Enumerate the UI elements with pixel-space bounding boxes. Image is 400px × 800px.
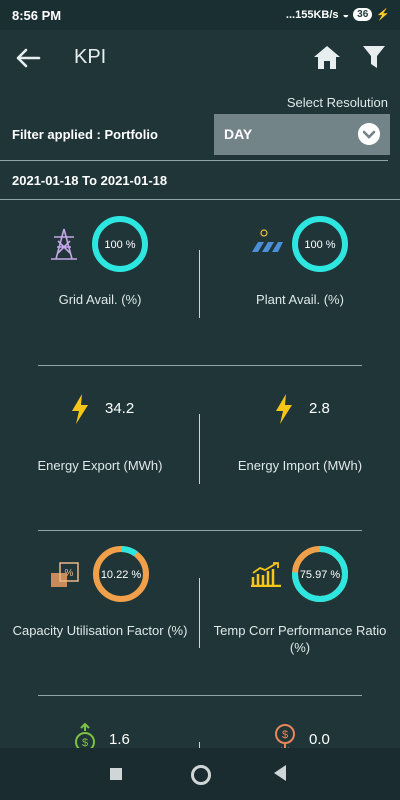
- cuf-value: 10.22 %: [101, 569, 142, 581]
- home-icon[interactable]: [313, 44, 341, 70]
- grid-availability-ring: 100 %: [92, 216, 148, 272]
- back-triangle-icon[interactable]: [274, 765, 286, 781]
- network-speed: ...155KB/s: [285, 8, 339, 21]
- filter-icon[interactable]: [362, 44, 386, 70]
- svg-text:%: %: [65, 568, 74, 579]
- money-percent-icon: %: [51, 562, 79, 587]
- vertical-divider: [199, 414, 200, 484]
- cuf-donut-chart: 10.22 %: [93, 546, 149, 602]
- divider: [0, 199, 400, 200]
- page-title: KPI: [74, 46, 107, 68]
- tcpr-label-line1: Temp Corr Performance Ratio: [213, 623, 387, 638]
- status-icons: ...155KB/s ◒ 36 ⚡: [286, 8, 390, 21]
- divider: [0, 160, 388, 161]
- status-time: 8:56 PM: [12, 8, 62, 23]
- svg-text:$: $: [282, 729, 288, 741]
- divider: [38, 365, 362, 366]
- plant-availability-label: Plant Avail. (%): [256, 292, 344, 307]
- select-resolution-label: Select Resolution: [286, 95, 388, 110]
- tcpr-label-line2: (%): [289, 640, 311, 655]
- recents-square-icon[interactable]: [110, 768, 122, 780]
- vertical-divider: [199, 578, 200, 648]
- filter-section: Select Resolution Filter applied : Portf…: [0, 86, 400, 160]
- grid-availability-value: 100 %: [104, 239, 135, 251]
- divider: [38, 530, 362, 531]
- energy-import-value: 2.8: [309, 400, 330, 417]
- revenue-down-value: 0.0: [309, 731, 330, 748]
- divider: [38, 695, 362, 696]
- status-bar: 8:56 PM ...155KB/s ◒ 36 ⚡: [0, 0, 400, 30]
- growth-chart-icon: [251, 562, 281, 587]
- energy-import-label: Energy Import (MWh): [237, 458, 363, 473]
- svg-text:$: $: [82, 737, 88, 749]
- app-bar: KPI: [0, 30, 400, 86]
- home-circle-icon[interactable]: [191, 765, 211, 785]
- transmission-tower-icon: [51, 228, 77, 260]
- energy-export-value: 34.2: [105, 400, 135, 417]
- vertical-divider: [199, 250, 200, 318]
- back-arrow-icon[interactable]: [14, 44, 42, 72]
- resolution-dropdown[interactable]: DAY: [214, 114, 390, 155]
- date-range: 2021-01-18 To 2021-01-18: [12, 173, 168, 188]
- system-nav-bar: [0, 748, 400, 800]
- filter-applied-label: Filter applied : Portfolio: [12, 127, 158, 142]
- cuf-label: Capacity Utilisation Factor (%): [12, 623, 188, 638]
- vertical-divider: [199, 742, 200, 748]
- revenue-up-value: 1.6: [109, 731, 130, 748]
- energy-export-label: Energy Export (MWh): [37, 458, 163, 473]
- resolution-value: DAY: [224, 126, 253, 142]
- tcpr-donut-chart: 75.97 %: [292, 546, 348, 602]
- lightning-bolt-icon: [72, 394, 88, 424]
- tcpr-value: 75.97 %: [300, 569, 341, 581]
- battery-indicator: 36: [353, 8, 373, 21]
- charging-icon: ⚡: [376, 9, 390, 21]
- grid-availability-label: Grid Avail. (%): [58, 292, 142, 307]
- chevron-down-icon: [358, 123, 380, 145]
- solar-panel-icon: [252, 229, 283, 252]
- plant-availability-ring: 100 %: [292, 216, 348, 272]
- lightning-bolt-icon: [276, 394, 292, 424]
- plant-availability-value: 100 %: [304, 239, 335, 251]
- wifi-icon: ◒: [342, 8, 350, 21]
